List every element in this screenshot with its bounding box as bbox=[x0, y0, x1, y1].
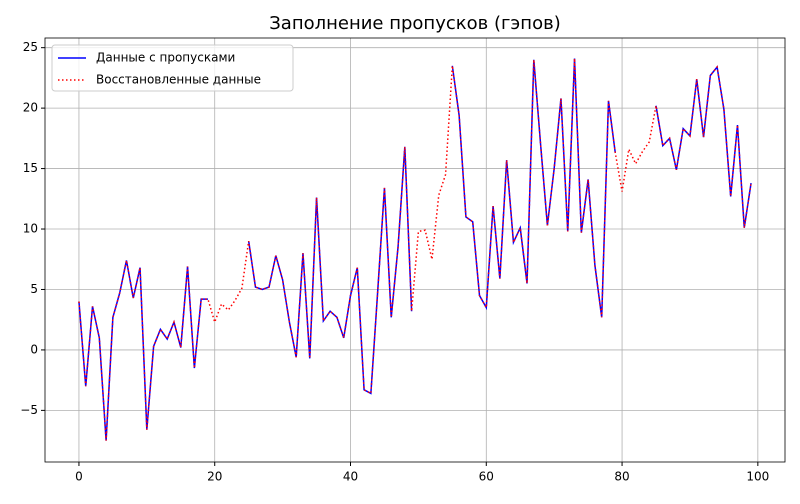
y-tick-label: −5 bbox=[20, 403, 38, 417]
legend-box bbox=[51, 44, 294, 92]
x-tick-label: 40 bbox=[343, 470, 358, 484]
series-line bbox=[78, 58, 752, 441]
x-tick-label: 100 bbox=[746, 470, 769, 484]
y-tick-label: 15 bbox=[23, 161, 38, 175]
legend-label: Данные с пропусками bbox=[96, 51, 235, 65]
x-tick-label: 0 bbox=[75, 470, 83, 484]
x-tick-label: 80 bbox=[614, 470, 629, 484]
chart-title: Заполнение пропусков (гэпов) bbox=[269, 13, 560, 34]
x-tick-label: 60 bbox=[479, 470, 494, 484]
x-tick-label: 20 bbox=[207, 470, 222, 484]
plot-frame bbox=[44, 37, 786, 463]
y-tick-label: 0 bbox=[30, 342, 38, 356]
y-tick-label: 20 bbox=[23, 101, 38, 115]
series-line bbox=[78, 58, 752, 441]
y-tick-label: 10 bbox=[23, 222, 38, 236]
legend-label: Восстановленные данные bbox=[96, 73, 261, 87]
y-tick-label: 25 bbox=[23, 40, 38, 54]
y-tick-label: 5 bbox=[30, 282, 38, 296]
